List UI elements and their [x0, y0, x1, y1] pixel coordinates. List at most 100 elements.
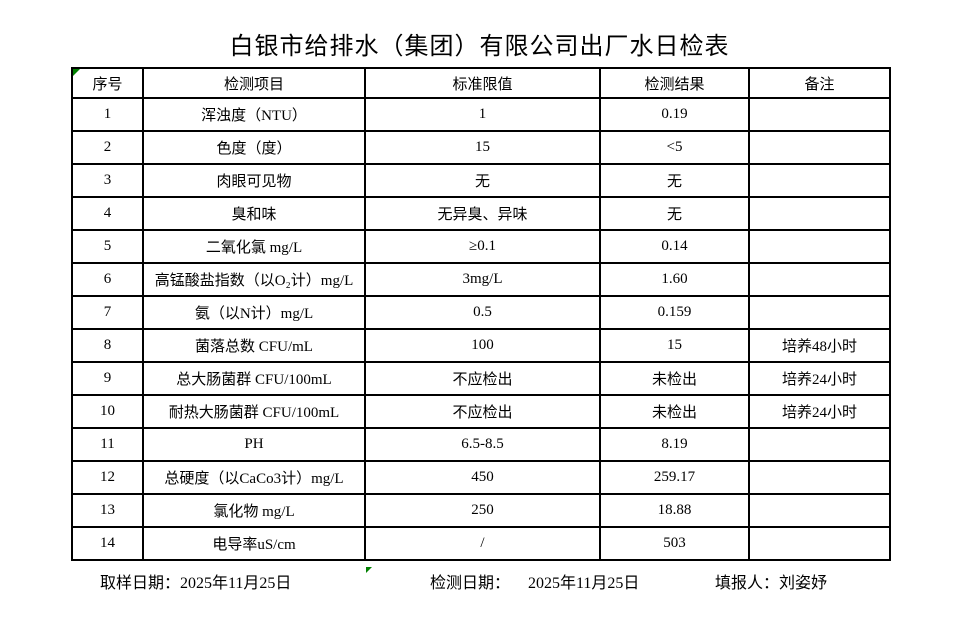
- table-cell[interactable]: 无: [599, 196, 750, 231]
- table-cell[interactable]: 氨（以N计）mg/L: [142, 295, 366, 330]
- reporter-name: 刘姿妤: [779, 575, 828, 592]
- table-cell[interactable]: PH: [142, 427, 366, 462]
- table-row: 4 臭和味 无异臭、异味无: [71, 196, 891, 231]
- table-cell[interactable]: 7: [71, 295, 144, 330]
- reporter-group: 填报人：刘姿妤: [715, 569, 827, 593]
- table-row: 7 氨（以N计）mg/L 0.5 0.159: [71, 295, 891, 330]
- table-cell[interactable]: 2: [71, 130, 144, 165]
- table-cell[interactable]: 259.17: [599, 460, 750, 495]
- table-cell[interactable]: 8.19: [599, 427, 750, 462]
- table-cell[interactable]: 10: [71, 394, 144, 429]
- table-cell[interactable]: 9: [71, 361, 144, 396]
- table-cell[interactable]: 13: [71, 493, 144, 528]
- excel-corner-marker-icon: [73, 69, 80, 76]
- table-row: 14 电导率uS/cm/503: [71, 526, 891, 561]
- table-cell[interactable]: 氯化物 mg/L: [142, 493, 366, 528]
- table-row: 2 色度（度） 15 <5: [71, 130, 891, 165]
- table-cell[interactable]: 高锰酸盐指数（以O₂计）mg/L: [142, 262, 366, 297]
- table-cell[interactable]: 1: [71, 97, 144, 132]
- table-cell[interactable]: 无: [364, 163, 601, 198]
- table-cell[interactable]: [748, 196, 891, 231]
- table-cell[interactable]: <5: [599, 130, 750, 165]
- table-cell[interactable]: 菌落总数 CFU/mL: [142, 328, 366, 363]
- inspection-table: 序号 检测项目 标准限值 检测结果 备注 1 浑浊度（NTU） 1 0.19 2 色度（度…: [71, 67, 891, 561]
- table-cell[interactable]: 18.88: [599, 493, 750, 528]
- table-cell[interactable]: 臭和味: [142, 196, 366, 231]
- table-cell[interactable]: 3: [71, 163, 144, 198]
- table-cell[interactable]: 培养24小时: [748, 394, 891, 429]
- table-cell[interactable]: 培养24小时: [748, 361, 891, 396]
- table-cell[interactable]: 培养48小时: [748, 328, 891, 363]
- header-cell-result[interactable]: 检测结果: [599, 67, 750, 99]
- table-cell[interactable]: 不应检出: [364, 361, 601, 396]
- table-cell[interactable]: 250: [364, 493, 601, 528]
- table-cell[interactable]: ≥0.1: [364, 229, 601, 264]
- table-cell[interactable]: [748, 460, 891, 495]
- table-row: 13 氯化物 mg/L 250 18.88: [71, 493, 891, 528]
- table-cell[interactable]: 1: [364, 97, 601, 132]
- table-cell[interactable]: 12: [71, 460, 144, 495]
- table-cell[interactable]: 无: [599, 163, 750, 198]
- table-cell[interactable]: 0.14: [599, 229, 750, 264]
- table-cell[interactable]: 电导率uS/cm: [142, 526, 366, 561]
- table-cell[interactable]: 15: [364, 130, 601, 165]
- table-cell[interactable]: 450: [364, 460, 601, 495]
- table-row: 8 菌落总数 CFU/mL 100 15 培养48小时: [71, 328, 891, 363]
- table-body: 1 浑浊度（NTU） 1 0.19 2 色度（度） 15 <5 3 肉眼可见物无无 4 臭和味 无异臭、…: [71, 97, 891, 561]
- table-cell[interactable]: 色度（度）: [142, 130, 366, 165]
- table-cell[interactable]: 不应检出: [364, 394, 601, 429]
- table-cell[interactable]: [748, 526, 891, 561]
- table-cell[interactable]: 3mg/L: [364, 262, 601, 297]
- table-cell[interactable]: 总硬度（以CaCo3计）mg/L: [142, 460, 366, 495]
- table-cell[interactable]: 15: [599, 328, 750, 363]
- table-cell[interactable]: 11: [71, 427, 144, 462]
- table-cell[interactable]: /: [364, 526, 601, 561]
- sampling-date-label: 取样日期：: [100, 575, 181, 592]
- table-cell[interactable]: 4: [71, 196, 144, 231]
- footer: 取样日期： 2025年11月25日 检测日期： 2025年11月25日 填报人：刘姿…: [0, 569, 959, 595]
- table-cell[interactable]: 浑浊度（NTU）: [142, 97, 366, 132]
- table-cell[interactable]: 肉眼可见物: [142, 163, 366, 198]
- table-cell[interactable]: 5: [71, 229, 144, 264]
- table-cell[interactable]: 总大肠菌群 CFU/100mL: [142, 361, 366, 396]
- table-row: 10 耐热大肠菌群 CFU/100mL 不应检出 未检出 培养24小时: [71, 394, 891, 429]
- table-cell[interactable]: 二氧化氯 mg/L: [142, 229, 366, 264]
- excel-corner-marker-icon: [366, 567, 372, 573]
- header-cell-index[interactable]: 序号: [71, 67, 144, 99]
- header-cell-remark[interactable]: 备注: [748, 67, 891, 99]
- table-row: 9 总大肠菌群 CFU/100mL 不应检出 未检出 培养24小时: [71, 361, 891, 396]
- table-cell[interactable]: 6: [71, 262, 144, 297]
- page-title: 白银市给排水（集团）有限公司出厂水日检表: [229, 34, 730, 60]
- table-cell[interactable]: 0.19: [599, 97, 750, 132]
- table-cell[interactable]: 耐热大肠菌群 CFU/100mL: [142, 394, 366, 429]
- table-cell[interactable]: [748, 130, 891, 165]
- table-cell[interactable]: [748, 493, 891, 528]
- reporter-label: 填报人：: [715, 575, 780, 592]
- table-header-row: 序号 检测项目 标准限值 检测结果 备注: [71, 67, 891, 99]
- table-cell[interactable]: [748, 295, 891, 330]
- table-cell[interactable]: [748, 97, 891, 132]
- table-cell[interactable]: 503: [599, 526, 750, 561]
- table-cell[interactable]: [748, 163, 891, 198]
- table-cell[interactable]: 100: [364, 328, 601, 363]
- table-cell[interactable]: [748, 229, 891, 264]
- table-cell[interactable]: 1.60: [599, 262, 750, 297]
- header-cell-item[interactable]: 检测项目: [142, 67, 366, 99]
- table-cell[interactable]: 无异臭、异味: [364, 196, 601, 231]
- table-cell[interactable]: [748, 427, 891, 462]
- table-row: 1 浑浊度（NTU） 1 0.19: [71, 97, 891, 132]
- table-row: 6 高锰酸盐指数（以O₂计）mg/L 3mg/L 1.60: [71, 262, 891, 297]
- table-cell[interactable]: 14: [71, 526, 144, 561]
- table-cell[interactable]: 6.5-8.5: [364, 427, 601, 462]
- table-cell[interactable]: 未检出: [599, 361, 750, 396]
- table-row: 3 肉眼可见物无无: [71, 163, 891, 198]
- testing-date-group: 检测日期： 2025年11月25日: [430, 569, 639, 593]
- testing-date-value: 2025年11月25日: [528, 575, 640, 592]
- table-cell[interactable]: 0.5: [364, 295, 601, 330]
- header-cell-limit[interactable]: 标准限值: [364, 67, 601, 99]
- table-cell[interactable]: 未检出: [599, 394, 750, 429]
- table-cell[interactable]: 8: [71, 328, 144, 363]
- table-cell[interactable]: 0.159: [599, 295, 750, 330]
- table-cell[interactable]: [748, 262, 891, 297]
